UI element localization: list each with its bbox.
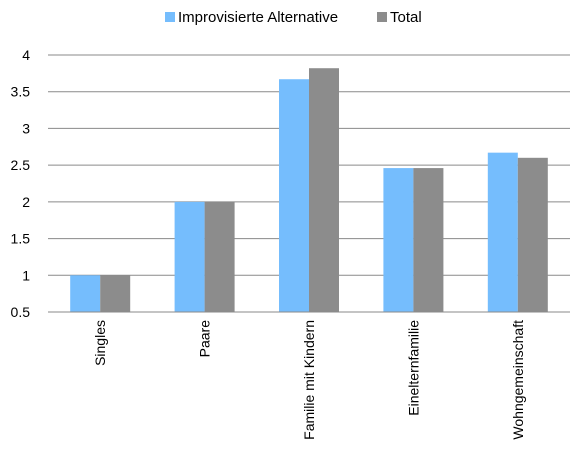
bar-total <box>204 201 235 312</box>
legend-swatch <box>377 12 387 22</box>
bars <box>70 68 548 313</box>
bar-improvisierte-alternative <box>383 168 414 312</box>
y-tick-label: 3 <box>22 120 30 136</box>
y-axis: 0.5 1 1.5 2 2.5 3 3.5 4 <box>11 47 31 320</box>
bar-improvisierte-alternative <box>487 152 518 312</box>
bar-total <box>100 275 131 312</box>
legend-label: Improvisierte Alternative <box>178 9 338 26</box>
x-tick-label: Familie mit Kindern <box>301 320 317 440</box>
bar-total <box>517 157 548 312</box>
x-tick-label: Einelternfamilie <box>405 320 421 416</box>
y-tick-label: 2.5 <box>11 157 31 173</box>
x-tick-label: Paare <box>197 320 213 358</box>
legend-swatch <box>165 12 175 22</box>
bar-improvisierte-alternative <box>174 201 205 312</box>
legend: Improvisierte Alternative Total <box>165 9 422 26</box>
bar-improvisierte-alternative <box>279 79 309 312</box>
x-tick-label: Singles <box>92 320 108 366</box>
y-tick-label: 1 <box>22 267 30 283</box>
x-tick-label: Wohngemeinschaft <box>510 320 526 440</box>
y-tick-label: 4 <box>22 47 30 63</box>
y-tick-label: 2 <box>22 194 30 210</box>
y-tick-label: 1.5 <box>11 231 31 247</box>
legend-label: Total <box>390 9 422 26</box>
y-tick-label: 3.5 <box>11 84 31 100</box>
y-tick-label: 0.5 <box>11 304 31 320</box>
bar-total <box>309 68 339 313</box>
bar-improvisierte-alternative <box>70 275 101 312</box>
x-axis: Singles Paare Familie mit Kindern Eineltern… <box>48 311 570 440</box>
bar-total <box>413 168 444 312</box>
